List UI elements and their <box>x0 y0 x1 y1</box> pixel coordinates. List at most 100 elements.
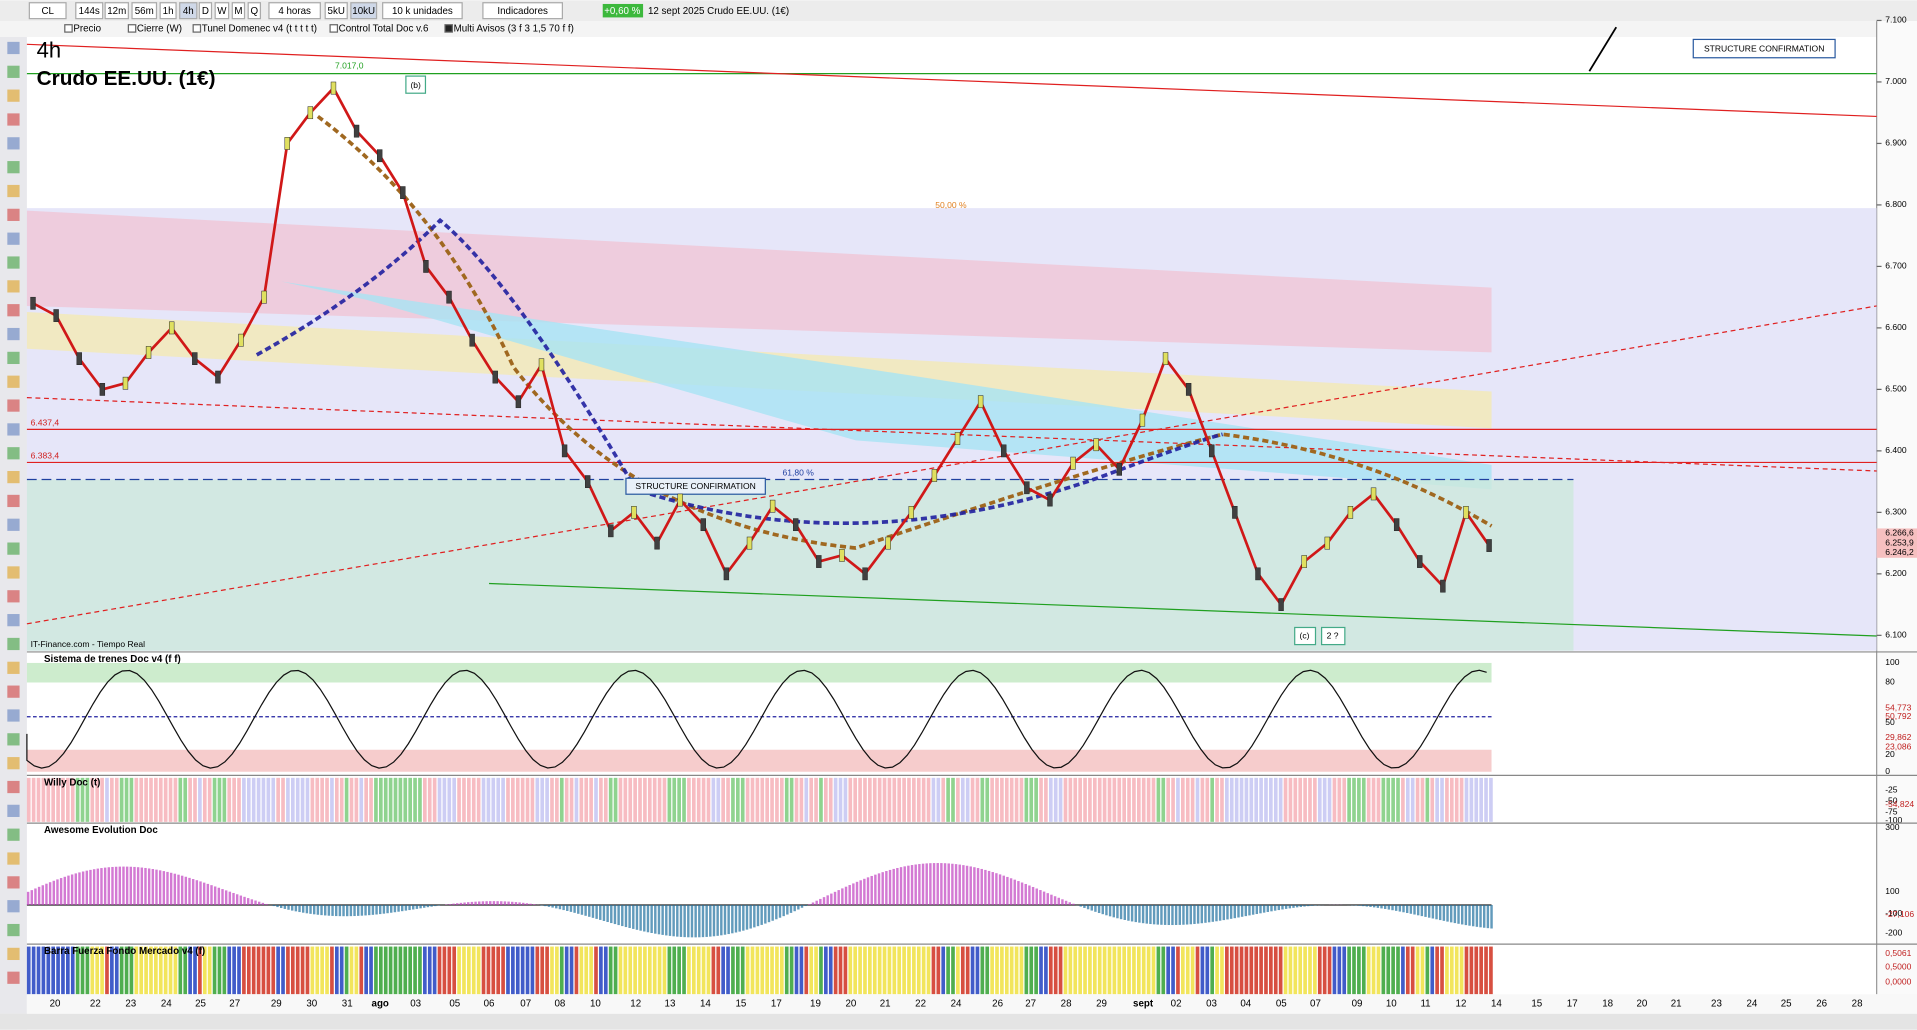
timeframe-button-bg[interactable] <box>214 2 230 20</box>
histogram-bar <box>1101 905 1104 915</box>
tool-icon[interactable] <box>7 351 20 365</box>
tool-icon[interactable] <box>7 804 20 817</box>
histogram-bar <box>1072 903 1075 906</box>
histogram-bar <box>547 905 551 907</box>
tool-icon[interactable] <box>7 971 20 984</box>
stripe <box>1146 946 1151 995</box>
histogram-bar <box>169 872 173 906</box>
tool-icon[interactable] <box>7 256 20 269</box>
legend-checkbox[interactable] <box>127 24 137 33</box>
stripe <box>1068 777 1073 822</box>
timeframe-button[interactable]: 1h <box>163 6 174 17</box>
timeframe-button-bg[interactable] <box>179 2 198 20</box>
tool-icon[interactable] <box>7 566 20 579</box>
tool-icon[interactable] <box>7 709 20 722</box>
tool-icon[interactable] <box>7 137 20 150</box>
timeframe-button-bg[interactable] <box>231 2 246 20</box>
tool-icon[interactable] <box>7 947 20 961</box>
legend-item[interactable]: Tunel Domenec v4 (t t t t t) <box>202 24 317 35</box>
histogram-bar <box>599 905 602 920</box>
tool-icon[interactable] <box>7 41 20 55</box>
timeframe-button-bg[interactable] <box>198 2 213 20</box>
timeframe-button-bg[interactable] <box>75 2 104 20</box>
scrollbar[interactable] <box>0 1013 1917 1030</box>
timeframe-button-bg[interactable] <box>104 2 129 20</box>
timeframe-button[interactable]: 12m <box>107 6 126 17</box>
tool-icon[interactable] <box>7 780 20 794</box>
tool-icon[interactable] <box>7 89 20 102</box>
period-button-bg[interactable] <box>268 2 321 20</box>
legend-item[interactable]: Cierre (W) <box>137 24 182 35</box>
tool-icon[interactable] <box>7 518 20 531</box>
tool-icon[interactable] <box>7 852 20 865</box>
tool-icon[interactable] <box>7 900 20 913</box>
indicators-button-bg[interactable] <box>482 2 563 20</box>
tool-icon[interactable] <box>7 494 20 508</box>
timeframe-button[interactable]: Q <box>250 6 258 17</box>
tool-icon[interactable] <box>7 184 20 198</box>
tool-icon[interactable] <box>7 923 20 937</box>
stripe <box>643 777 647 822</box>
date-label: 10 <box>590 999 601 1010</box>
tool-icon[interactable] <box>7 876 20 889</box>
unit-size-button[interactable]: 10 k unidades <box>392 6 453 17</box>
tool-icon[interactable] <box>7 65 20 78</box>
stripe <box>589 946 593 995</box>
histogram-bar <box>969 866 972 906</box>
tool-icon[interactable] <box>7 304 20 317</box>
tool-icon[interactable] <box>7 614 20 627</box>
tool-icon[interactable] <box>7 470 20 484</box>
tool-icon[interactable] <box>7 661 20 674</box>
legend-checkbox[interactable] <box>444 24 453 33</box>
tool-icon[interactable] <box>7 161 20 174</box>
histogram-bar <box>323 905 327 916</box>
tool-icon[interactable] <box>7 542 20 555</box>
timeframe-button-bg[interactable] <box>159 2 177 20</box>
stripe <box>1034 777 1038 822</box>
tool-icon[interactable] <box>7 637 20 651</box>
symbol-button-bg[interactable] <box>28 2 67 20</box>
legend-item[interactable]: Precio <box>73 24 101 35</box>
band <box>26 749 1492 772</box>
histogram-bar <box>555 905 558 909</box>
unit-button-bg[interactable] <box>350 2 378 20</box>
tool-icon[interactable] <box>7 828 20 841</box>
tool-icon[interactable] <box>7 685 20 698</box>
symbol-button[interactable]: CL <box>41 6 54 17</box>
timeframe-button[interactable]: 56m <box>135 6 154 17</box>
unit-size-button-bg[interactable] <box>382 2 463 20</box>
legend-item[interactable]: Control Total Doc v.6 <box>339 24 429 35</box>
stripe <box>550 777 554 822</box>
tool-icon[interactable] <box>7 423 20 436</box>
stripe <box>462 946 466 995</box>
tool-icon[interactable] <box>7 208 20 221</box>
legend-item[interactable]: Multi Avisos (3 f 3 1,5 70 f f) <box>454 24 574 35</box>
timeframe-button[interactable]: 144s <box>79 6 100 17</box>
unit-button[interactable]: 5kU <box>328 6 345 17</box>
tool-icon[interactable] <box>7 399 20 412</box>
tool-icon[interactable] <box>7 113 20 126</box>
indicators-button[interactable]: Indicadores <box>497 6 548 17</box>
tool-icon[interactable] <box>7 375 20 388</box>
tool-icon[interactable] <box>7 590 20 603</box>
legend-checkbox[interactable] <box>64 24 73 33</box>
unit-button[interactable]: 10kU <box>352 6 375 17</box>
timeframe-button-bg[interactable] <box>131 2 158 20</box>
tool-icon[interactable] <box>7 232 20 245</box>
timeframe-button-bg[interactable] <box>247 2 262 20</box>
legend-checkbox[interactable] <box>329 24 339 33</box>
timeframe-button[interactable]: W <box>217 6 227 17</box>
timeframe-button[interactable]: M <box>234 6 242 17</box>
legend-checkbox[interactable] <box>192 24 202 33</box>
source: IT-Finance.com - Tiempo Real <box>31 639 146 649</box>
timeframe-button[interactable]: D <box>202 6 209 17</box>
timeframe-button[interactable]: 4h <box>183 6 194 17</box>
period-button[interactable]: 4 horas <box>278 6 311 17</box>
unit-button-bg[interactable] <box>324 2 348 20</box>
tool-icon[interactable] <box>7 280 20 293</box>
tool-icon[interactable] <box>7 447 20 460</box>
tool-icon[interactable] <box>7 733 20 746</box>
stripe <box>868 946 872 995</box>
tool-icon[interactable] <box>7 757 20 770</box>
tool-icon[interactable] <box>7 327 20 341</box>
